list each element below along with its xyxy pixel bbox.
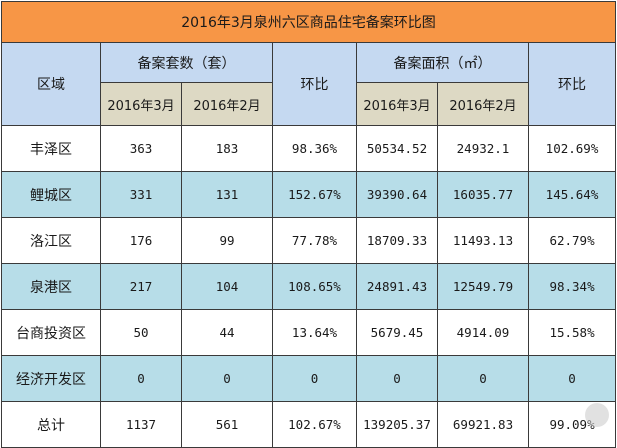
area-feb-header: 2016年2月	[437, 82, 529, 126]
district-cell: 总计	[1, 401, 101, 448]
area-feb-cell: 12549.79	[437, 263, 529, 310]
area-mom-cell: 102.69%	[527, 125, 617, 172]
region-header: 区域	[1, 42, 101, 126]
table-row: 洛江区 176 99 77.78% 18709.33 11493.13 62.7…	[1, 217, 617, 264]
area-mar-cell: 18709.33	[356, 217, 438, 264]
units-mar-cell: 176	[100, 217, 182, 264]
table-row-total: 总计 1137 561 102.67% 139205.37 69921.83 9…	[1, 401, 617, 448]
area-mom-cell: 145.64%	[527, 171, 617, 218]
units-mom-header: 环比	[272, 42, 357, 126]
area-mar-cell: 139205.37	[356, 401, 438, 448]
area-mom-header: 环比	[527, 42, 617, 126]
area-feb-cell: 69921.83	[437, 401, 529, 448]
district-cell: 台商投资区	[1, 309, 101, 356]
units-mom-cell: 13.64%	[272, 309, 357, 356]
units-mar-cell: 331	[100, 171, 182, 218]
area-feb-cell: 11493.13	[437, 217, 529, 264]
table-row: 鲤城区 331 131 152.67% 39390.64 16035.77 14…	[1, 171, 617, 218]
district-cell: 鲤城区	[1, 171, 101, 218]
area-mom-cell: 98.34%	[527, 263, 617, 310]
units-mom-cell: 77.78%	[272, 217, 357, 264]
area-mar-cell: 0	[356, 355, 438, 402]
area-mar-cell: 50534.52	[356, 125, 438, 172]
units-mar-cell: 217	[100, 263, 182, 310]
units-feb-header: 2016年2月	[181, 82, 273, 126]
units-mom-cell: 0	[272, 355, 357, 402]
district-cell: 经济开发区	[1, 355, 101, 402]
area-feb-cell: 0	[437, 355, 529, 402]
units-mom-cell: 108.65%	[272, 263, 357, 310]
area-feb-cell: 16035.77	[437, 171, 529, 218]
units-feb-cell: 99	[181, 217, 273, 264]
area-feb-cell: 24932.1	[437, 125, 529, 172]
table-row: 经济开发区 0 0 0 0 0 0	[1, 355, 617, 402]
area-mom-cell: 62.79%	[527, 217, 617, 264]
district-cell: 丰泽区	[1, 125, 101, 172]
units-mom-cell: 152.67%	[272, 171, 357, 218]
units-feb-cell: 183	[181, 125, 273, 172]
area-mom-cell: 15.58%	[527, 309, 617, 356]
watermark-logo	[585, 403, 609, 427]
district-cell: 洛江区	[1, 217, 101, 264]
units-feb-cell: 104	[181, 263, 273, 310]
area-mar-header: 2016年3月	[356, 82, 438, 126]
units-mar-cell: 0	[100, 355, 182, 402]
units-feb-cell: 131	[181, 171, 273, 218]
units-mom-cell: 98.36%	[272, 125, 357, 172]
area-header: 备案面积（㎡）	[356, 42, 529, 83]
table-row: 丰泽区 363 183 98.36% 50534.52 24932.1 102.…	[1, 125, 617, 172]
units-mar-header: 2016年3月	[100, 82, 182, 126]
units-header: 备案套数（套）	[100, 42, 273, 83]
units-mar-cell: 363	[100, 125, 182, 172]
area-mar-cell: 39390.64	[356, 171, 438, 218]
area-mom-cell: 0	[527, 355, 617, 402]
area-mar-cell: 24891.43	[356, 263, 438, 310]
table-row: 台商投资区 50 44 13.64% 5679.45 4914.09 15.58…	[1, 309, 617, 356]
table-row: 泉港区 217 104 108.65% 24891.43 12549.79 98…	[1, 263, 617, 310]
area-mar-cell: 5679.45	[356, 309, 438, 356]
units-feb-cell: 0	[181, 355, 273, 402]
area-feb-cell: 4914.09	[437, 309, 529, 356]
table-title: 2016年3月泉州六区商品住宅备案环比图	[0, 1, 617, 43]
units-feb-cell: 44	[181, 309, 273, 356]
district-cell: 泉港区	[1, 263, 101, 310]
units-mar-cell: 50	[100, 309, 182, 356]
